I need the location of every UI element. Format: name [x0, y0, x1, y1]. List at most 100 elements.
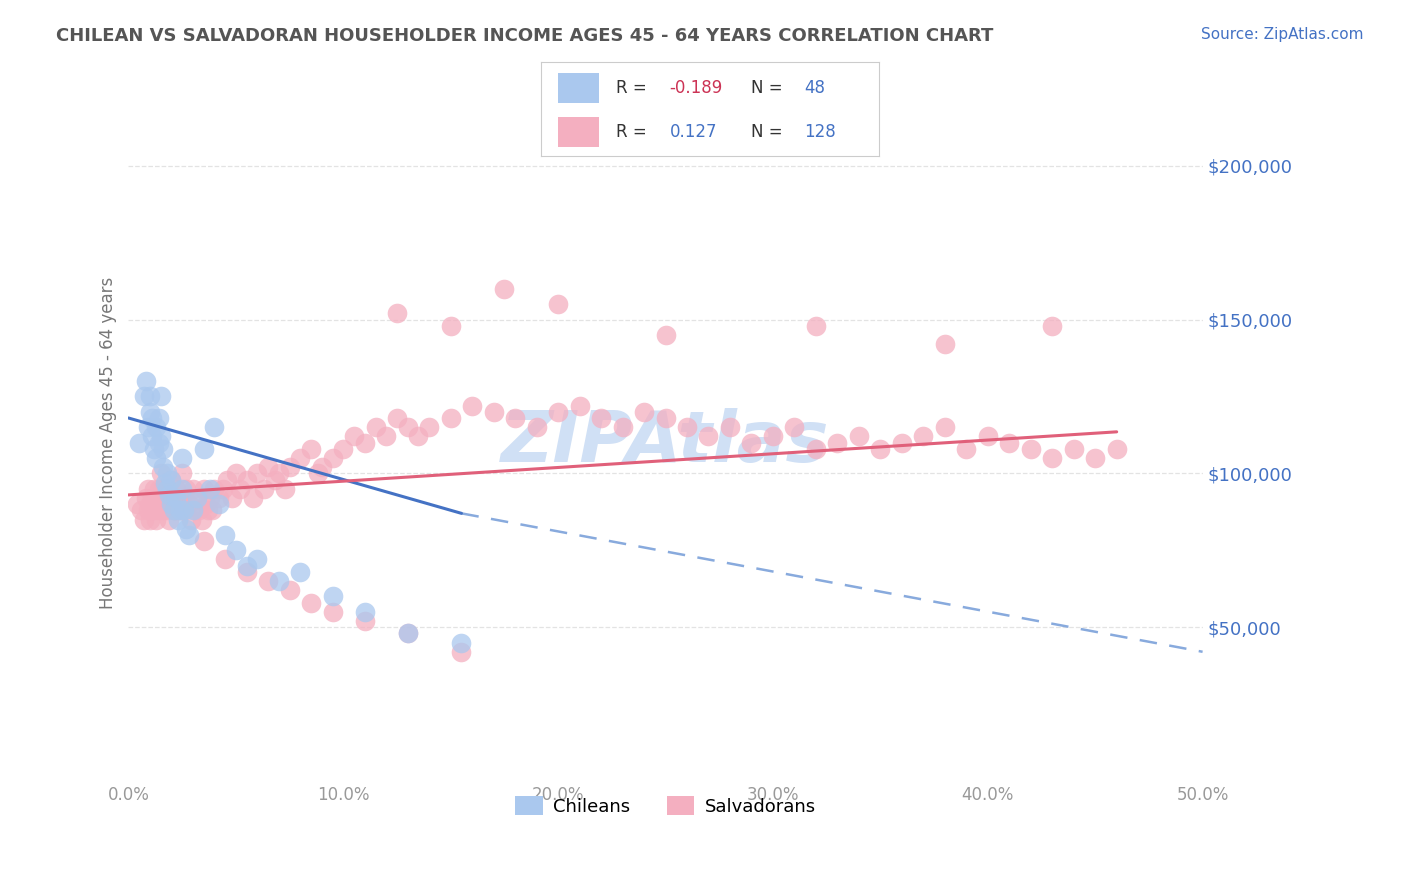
Point	[364, 420, 387, 434]
Point	[177, 528, 200, 542]
Point	[172, 482, 194, 496]
Point	[290, 565, 312, 579]
Point	[396, 420, 419, 434]
Text: N =: N =	[751, 78, 787, 96]
Point	[591, 411, 613, 425]
Point	[208, 497, 231, 511]
Point	[869, 442, 891, 456]
Point	[612, 420, 634, 434]
Point	[172, 450, 194, 465]
Point	[202, 482, 225, 496]
Point	[299, 442, 322, 456]
Point	[676, 420, 699, 434]
Point	[225, 467, 247, 481]
Point	[167, 491, 190, 505]
Point	[253, 482, 276, 496]
Bar	[558, 73, 599, 103]
Point	[169, 503, 191, 517]
Point	[274, 482, 297, 496]
Point	[152, 442, 174, 456]
Point	[176, 522, 198, 536]
Point	[977, 429, 1000, 443]
Legend: Chileans, Salvadorans: Chileans, Salvadorans	[508, 789, 823, 822]
Point	[246, 467, 269, 481]
Point	[547, 297, 569, 311]
Point	[212, 482, 235, 496]
Point	[1063, 442, 1085, 456]
Text: R =: R =	[616, 123, 651, 141]
Point	[783, 420, 806, 434]
Point	[153, 491, 176, 505]
Point	[128, 435, 150, 450]
Point	[141, 503, 163, 517]
Point	[172, 491, 194, 505]
Point	[197, 503, 219, 517]
Point	[246, 552, 269, 566]
Point	[141, 411, 163, 425]
Text: Source: ZipAtlas.com: Source: ZipAtlas.com	[1201, 27, 1364, 42]
Point	[148, 435, 170, 450]
Point	[201, 503, 224, 517]
Point	[257, 460, 280, 475]
Point	[131, 503, 153, 517]
Point	[353, 435, 375, 450]
Point	[1084, 450, 1107, 465]
Point	[198, 482, 221, 496]
Point	[173, 503, 195, 517]
Point	[143, 503, 166, 517]
Point	[181, 482, 204, 496]
Point	[311, 460, 333, 475]
Point	[912, 429, 935, 443]
Point	[136, 482, 159, 496]
Point	[461, 399, 484, 413]
Bar	[558, 117, 599, 147]
Point	[194, 497, 217, 511]
Point	[139, 405, 162, 419]
Point	[139, 389, 162, 403]
Point	[804, 318, 827, 333]
Point	[160, 497, 183, 511]
Point	[740, 435, 762, 450]
Point	[482, 405, 505, 419]
Point	[697, 429, 720, 443]
Point	[848, 429, 870, 443]
Point	[157, 491, 180, 505]
Point	[322, 590, 344, 604]
Point	[804, 442, 827, 456]
Text: 48: 48	[804, 78, 825, 96]
Point	[148, 482, 170, 496]
Point	[177, 497, 200, 511]
Text: N =: N =	[751, 123, 787, 141]
Point	[1040, 450, 1063, 465]
Point	[396, 626, 419, 640]
Point	[214, 528, 236, 542]
Point	[827, 435, 849, 450]
Point	[214, 552, 236, 566]
Point	[152, 503, 174, 517]
Point	[153, 475, 176, 490]
Point	[141, 429, 163, 443]
Text: 128: 128	[804, 123, 837, 141]
Point	[172, 467, 194, 481]
Point	[180, 512, 202, 526]
Point	[139, 512, 162, 526]
Point	[143, 482, 166, 496]
Point	[156, 467, 179, 481]
Point	[568, 399, 591, 413]
Point	[267, 574, 290, 588]
Point	[257, 574, 280, 588]
Text: ZIPAtlas: ZIPAtlas	[502, 409, 830, 477]
Point	[299, 596, 322, 610]
Point	[290, 450, 312, 465]
Point	[322, 450, 344, 465]
Point	[1105, 442, 1128, 456]
Point	[165, 491, 187, 505]
Point	[385, 411, 408, 425]
Point	[440, 411, 463, 425]
Point	[135, 374, 157, 388]
Point	[145, 491, 167, 505]
Point	[934, 420, 956, 434]
Point	[136, 503, 159, 517]
Point	[156, 503, 179, 517]
Y-axis label: Householder Income Ages 45 - 64 years: Householder Income Ages 45 - 64 years	[100, 277, 117, 608]
